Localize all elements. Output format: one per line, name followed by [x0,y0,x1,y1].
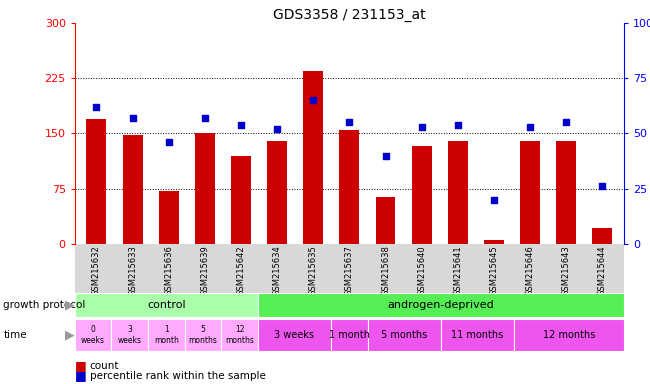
Bar [368,319,441,351]
Bar [376,197,395,244]
Text: 12 months: 12 months [543,330,595,340]
Bar [123,135,142,244]
Bar [411,146,432,244]
Text: 0
weeks: 0 weeks [81,325,105,345]
Point [164,139,174,146]
Bar [441,319,514,351]
Text: ▶: ▶ [65,329,74,342]
Point [344,119,355,126]
Text: ■: ■ [75,369,86,382]
Bar [484,240,504,244]
Bar [520,141,540,244]
Text: ▶: ▶ [65,298,74,311]
Point [452,121,463,127]
Point [597,184,608,190]
Text: androgen-deprived: androgen-deprived [387,300,494,310]
Point [272,126,282,132]
Point [380,152,391,159]
Bar [331,319,368,351]
Text: time: time [3,330,27,340]
Text: 5
months: 5 months [188,325,217,345]
Text: 3
weeks: 3 weeks [118,325,142,345]
Point [561,119,571,126]
Point [127,115,138,121]
Bar [592,228,612,244]
Text: percentile rank within the sample: percentile rank within the sample [90,371,266,381]
Text: count: count [90,361,119,371]
Bar [195,134,215,244]
Bar [221,319,258,351]
Title: GDS3358 / 231153_at: GDS3358 / 231153_at [273,8,426,22]
Point [308,97,318,103]
Point [200,115,210,121]
Bar [258,293,624,317]
Bar [148,319,185,351]
Bar [258,319,331,351]
Text: 11 months: 11 months [451,330,504,340]
Point [489,197,499,203]
Point [236,121,246,127]
Point [91,104,101,110]
Text: ■: ■ [75,359,86,372]
Bar [448,141,468,244]
Text: control: control [147,300,186,310]
Bar [514,319,624,351]
Bar [304,71,323,244]
Point [525,124,535,130]
Text: 1
month: 1 month [154,325,179,345]
Text: growth protocol: growth protocol [3,300,86,310]
Text: 1 month: 1 month [329,330,370,340]
Bar [231,156,251,244]
Bar [159,191,179,244]
Text: 12
months: 12 months [225,325,254,345]
Point [417,124,427,130]
Bar [75,319,111,351]
Bar [111,319,148,351]
Bar [86,119,107,244]
Bar [556,141,576,244]
Bar [267,141,287,244]
Bar [185,319,221,351]
Bar [75,293,258,317]
Text: 5 months: 5 months [381,330,428,340]
Bar [339,130,359,244]
Text: 3 weeks: 3 weeks [274,330,315,340]
